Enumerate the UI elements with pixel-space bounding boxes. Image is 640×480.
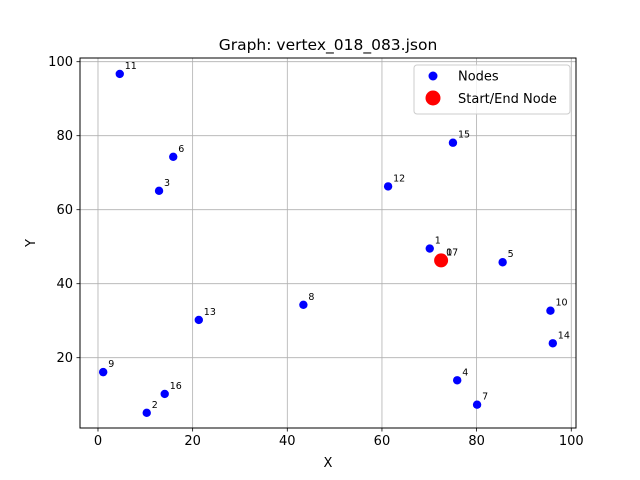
grid <box>80 58 576 428</box>
node-point <box>115 69 124 79</box>
node-point <box>472 400 482 409</box>
x-tick-label: 40 <box>279 434 296 449</box>
node-label: 6 <box>178 144 184 155</box>
node-point <box>160 389 169 399</box>
node-label: 9 <box>108 359 114 370</box>
node-label: 7 <box>482 392 488 403</box>
node-label: 5 <box>508 249 514 260</box>
node-label: 13 <box>204 307 216 318</box>
node-point <box>548 339 558 348</box>
node-point <box>194 315 203 325</box>
start-end-point <box>434 253 449 268</box>
chart-title: Graph: vertex_018_083.json <box>219 36 438 55</box>
x-axis-label: X <box>324 456 333 471</box>
node-label: 16 <box>170 381 182 392</box>
node-label: 12 <box>393 173 405 184</box>
node-label: 3 <box>164 178 170 189</box>
node-label: 0 <box>446 247 452 258</box>
x-tick-label: 20 <box>184 434 201 449</box>
y-tick-label: 20 <box>56 351 73 366</box>
legend-label-start-end: Start/End Node <box>458 92 557 107</box>
node-point <box>425 244 434 253</box>
node-point <box>142 408 151 418</box>
x-tick-label: 100 <box>559 434 584 449</box>
node-label: 4 <box>462 367 468 378</box>
x-tick-label: 0 <box>94 434 102 449</box>
y-tick-label: 40 <box>56 277 73 292</box>
legend-label-nodes: Nodes <box>458 70 499 85</box>
legend-box <box>413 64 571 115</box>
node-label: 11 <box>125 61 137 72</box>
node-label: 10 <box>555 298 567 309</box>
y-axis-label: Y <box>24 239 39 248</box>
node-label: 14 <box>558 330 570 341</box>
node-label: 15 <box>458 130 470 141</box>
node-point <box>154 186 164 196</box>
legend: Nodes Start/End Node <box>413 64 571 115</box>
y-tick-label: 100 <box>48 55 73 70</box>
node-point <box>546 306 555 315</box>
node-point <box>453 376 462 385</box>
node-point <box>98 367 108 377</box>
node-point <box>169 152 178 161</box>
node-point <box>498 258 507 267</box>
node-point <box>383 182 393 191</box>
plot-frame <box>79 57 577 429</box>
node-point <box>299 300 308 309</box>
y-tick-label: 60 <box>56 203 73 218</box>
node-label: 1 <box>435 236 441 247</box>
x-tick-label: 60 <box>374 434 391 449</box>
x-tick-label: 80 <box>468 434 485 449</box>
node-label: 8 <box>308 292 314 303</box>
node-point <box>448 138 458 147</box>
legend-marker-start-end <box>425 90 441 106</box>
node-label: 17 <box>446 247 458 258</box>
node-label: 2 <box>152 400 158 411</box>
legend-marker-nodes <box>428 71 438 81</box>
y-tick-label: 80 <box>56 129 73 144</box>
